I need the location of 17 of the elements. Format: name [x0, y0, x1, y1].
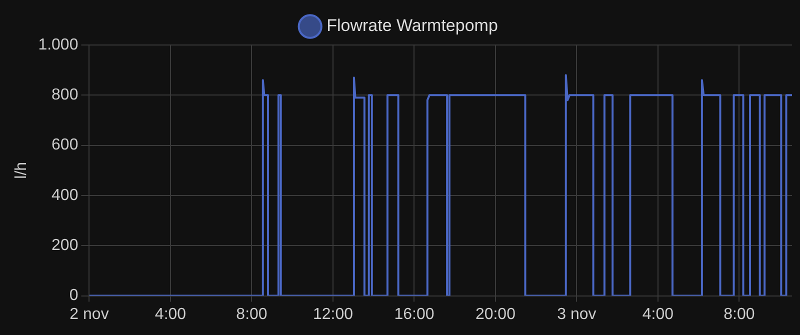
y-tick-label: 600 — [52, 136, 78, 154]
x-tick-label: 4:00 — [154, 306, 186, 323]
y-tick-label: 200 — [52, 237, 78, 254]
legend-label: Flowrate Warmtepomp — [326, 16, 498, 36]
x-tick-label: 3 nov — [557, 306, 596, 323]
x-tick-label: 12:00 — [312, 306, 354, 323]
y-tick-label: 1.000 — [38, 36, 78, 54]
y-tick-label: 0 — [69, 287, 78, 304]
x-tick-label: 2 nov — [70, 306, 109, 323]
x-tick-label: 16:00 — [394, 306, 434, 323]
y-tick-label: 400 — [52, 186, 78, 204]
x-tick-label: 20:00 — [475, 306, 516, 323]
y-axis-title: l/h — [13, 162, 30, 179]
y-tick-label: 800 — [52, 86, 78, 104]
x-tick-label: 4:00 — [642, 306, 674, 323]
x-tick-label: 8:00 — [236, 306, 268, 323]
x-tick-label: 8:00 — [724, 306, 755, 323]
